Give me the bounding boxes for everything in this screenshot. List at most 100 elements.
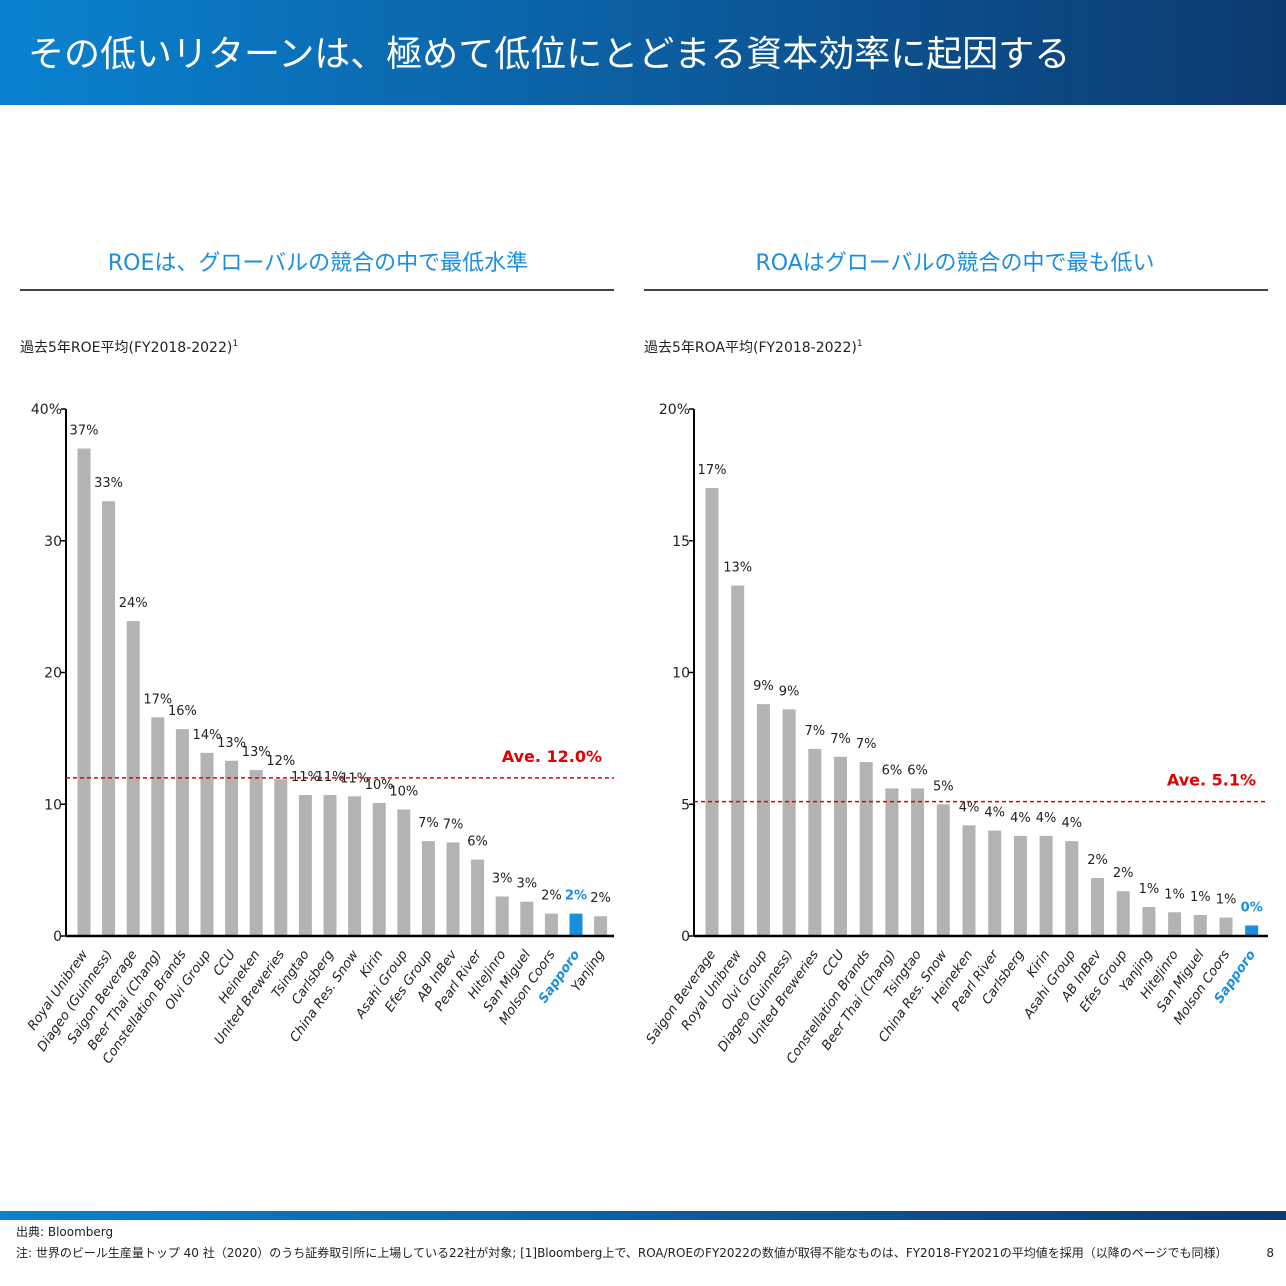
value-label: 2% [1087, 853, 1108, 868]
footer-band [0, 1211, 1286, 1220]
average-label: Ave. 12.0% [502, 747, 602, 766]
bar [274, 779, 288, 936]
value-label: 7% [830, 732, 851, 747]
value-label: 2% [565, 889, 587, 904]
bar [1013, 835, 1027, 936]
bar [421, 841, 435, 936]
value-label: 4% [1010, 811, 1031, 826]
bar [77, 448, 91, 936]
bar [1039, 835, 1053, 936]
subtitle: 過去5年ROA平均(FY2018-2022)1 [644, 339, 863, 356]
y-tick-label: 20% [659, 402, 690, 418]
page-number: 8 [1266, 1246, 1274, 1260]
value-label: 17% [698, 463, 727, 478]
value-label: 16% [168, 704, 197, 719]
bar [323, 795, 337, 936]
bar [1219, 917, 1233, 936]
bar [962, 825, 976, 936]
bar [471, 859, 485, 936]
value-label: 3% [516, 877, 537, 892]
value-label: 4% [1036, 811, 1057, 826]
bar [782, 709, 796, 936]
bar [1142, 907, 1156, 936]
value-label: 6% [907, 763, 928, 778]
bar [1245, 925, 1259, 936]
bar [911, 788, 925, 936]
note: 注: 世界のビール生産量トップ 40 社（2020）のうち証券取引所に上場してい… [16, 1245, 1227, 1260]
subtitle-note: 1 [857, 339, 863, 349]
bar [569, 913, 583, 936]
y-tick-label: 5 [681, 797, 690, 813]
value-label: 7% [443, 817, 464, 832]
value-label: 10% [365, 778, 394, 793]
value-label: 2% [1113, 866, 1134, 881]
bar [225, 760, 239, 936]
subtitle-text: 過去5年ROA平均(FY2018-2022) [644, 340, 857, 356]
value-label: 4% [1061, 816, 1082, 831]
source: 出典: Bloomberg [16, 1225, 113, 1239]
bar [988, 830, 1002, 936]
y-tick-label: 0 [681, 929, 690, 945]
bar [756, 704, 770, 936]
y-tick-label: 10 [44, 797, 62, 813]
value-label: 33% [94, 476, 123, 491]
value-label: 10% [389, 785, 418, 800]
y-tick-label: 20 [44, 666, 62, 682]
value-label: 9% [753, 679, 774, 694]
bar [126, 621, 140, 936]
bar [936, 804, 950, 936]
value-label: 24% [119, 596, 148, 611]
bar [151, 717, 165, 936]
value-label: 11% [316, 770, 345, 785]
bar [446, 842, 460, 936]
bar [520, 901, 534, 936]
value-label: 6% [882, 763, 903, 778]
bar [1193, 914, 1207, 936]
value-label: 12% [266, 754, 295, 769]
bar [348, 796, 362, 936]
bar [731, 585, 745, 936]
bar [544, 913, 558, 936]
value-label: 1% [1216, 893, 1237, 908]
subtitle-text: 過去5年ROE平均(FY2018-2022) [20, 340, 232, 356]
bar [372, 802, 386, 936]
value-label: 37% [70, 424, 99, 439]
value-label: 3% [492, 871, 513, 886]
value-label: 17% [143, 692, 172, 707]
value-label: 7% [418, 816, 439, 831]
y-tick-label: 40% [31, 402, 62, 418]
value-label: 11% [340, 771, 369, 786]
bar [885, 788, 899, 936]
value-label: 9% [779, 684, 800, 699]
value-label: 5% [933, 779, 954, 794]
average-label: Ave. 5.1% [1167, 771, 1256, 790]
bar [200, 752, 214, 936]
bar [808, 748, 822, 936]
bar [1091, 878, 1104, 936]
value-label: 4% [959, 800, 980, 815]
bar [705, 488, 719, 936]
bar [859, 762, 873, 936]
subtitle: 過去5年ROE平均(FY2018-2022)1 [20, 339, 238, 356]
bar [1116, 891, 1130, 936]
bar [1168, 912, 1182, 936]
bar [1065, 841, 1079, 936]
value-label: 13% [217, 736, 246, 751]
bar [298, 795, 312, 936]
value-label: 13% [723, 561, 752, 576]
value-label: 2% [541, 889, 562, 904]
value-label: 4% [984, 806, 1005, 821]
bar [397, 809, 411, 936]
bar [834, 756, 847, 936]
y-tick-label: 0 [53, 929, 62, 945]
chart-title: ROAはグローバルの競合の中で最も低い [755, 251, 1154, 276]
header-band [0, 0, 1286, 105]
value-label: 1% [1139, 882, 1160, 897]
value-label: 7% [856, 737, 877, 752]
bar [249, 769, 263, 936]
subtitle-note: 1 [232, 339, 238, 349]
value-label: 1% [1164, 887, 1185, 902]
value-label: 6% [467, 835, 488, 850]
value-label: 7% [804, 724, 825, 739]
value-label: 13% [242, 745, 271, 760]
